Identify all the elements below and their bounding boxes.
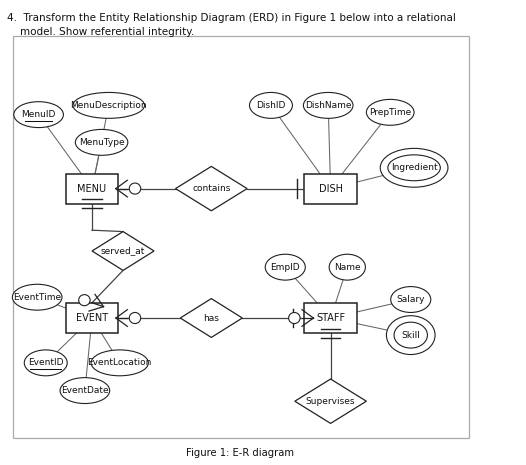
Text: Skill: Skill xyxy=(401,331,420,339)
Text: EventLocation: EventLocation xyxy=(87,359,152,367)
Ellipse shape xyxy=(13,284,62,310)
Circle shape xyxy=(129,183,140,194)
Polygon shape xyxy=(92,232,154,271)
Ellipse shape xyxy=(367,100,414,125)
Ellipse shape xyxy=(304,93,353,118)
Ellipse shape xyxy=(14,102,64,127)
Ellipse shape xyxy=(91,350,148,376)
Text: DishName: DishName xyxy=(305,101,351,110)
Text: DISH: DISH xyxy=(319,184,342,193)
Text: DishID: DishID xyxy=(256,101,286,110)
Ellipse shape xyxy=(388,155,440,181)
Text: EVENT: EVENT xyxy=(76,313,108,323)
Text: Supervises: Supervises xyxy=(306,397,356,405)
Ellipse shape xyxy=(249,93,292,118)
Ellipse shape xyxy=(387,316,435,354)
Polygon shape xyxy=(176,166,247,211)
Text: EventDate: EventDate xyxy=(61,386,109,395)
Text: Figure 1: E-R diagram: Figure 1: E-R diagram xyxy=(186,448,294,458)
Ellipse shape xyxy=(391,286,431,312)
Circle shape xyxy=(289,312,300,324)
Text: STAFF: STAFF xyxy=(316,313,345,323)
Ellipse shape xyxy=(60,378,110,404)
Bar xyxy=(66,173,118,204)
Polygon shape xyxy=(295,379,367,424)
Text: 4.  Transform the Entity Relationship Diagram (ERD) in Figure 1 below into a rel: 4. Transform the Entity Relationship Dia… xyxy=(7,13,456,23)
Ellipse shape xyxy=(380,148,448,187)
Text: MenuID: MenuID xyxy=(22,110,56,119)
Ellipse shape xyxy=(394,322,428,348)
Ellipse shape xyxy=(73,93,145,118)
Bar xyxy=(305,303,357,333)
Text: MenuDescription: MenuDescription xyxy=(70,101,147,110)
Text: contains: contains xyxy=(192,184,230,193)
Text: EmpID: EmpID xyxy=(270,263,300,272)
Text: Ingredient: Ingredient xyxy=(391,163,438,173)
Text: MenuType: MenuType xyxy=(79,138,124,147)
Bar xyxy=(66,303,118,333)
Text: EventID: EventID xyxy=(28,359,64,367)
Ellipse shape xyxy=(265,254,305,280)
Bar xyxy=(305,173,357,204)
FancyBboxPatch shape xyxy=(13,36,469,438)
Text: EventTime: EventTime xyxy=(13,292,61,302)
Text: Name: Name xyxy=(334,263,361,272)
Circle shape xyxy=(79,295,90,306)
Circle shape xyxy=(129,312,140,324)
Text: Salary: Salary xyxy=(397,295,425,304)
Ellipse shape xyxy=(329,254,366,280)
Text: served_at: served_at xyxy=(101,246,145,255)
Ellipse shape xyxy=(75,129,128,155)
Text: PrepTime: PrepTime xyxy=(369,108,411,117)
Text: model. Show referential integrity.: model. Show referential integrity. xyxy=(7,27,195,37)
Text: has: has xyxy=(204,313,219,323)
Text: MENU: MENU xyxy=(77,184,107,193)
Polygon shape xyxy=(180,299,242,338)
Ellipse shape xyxy=(24,350,67,376)
